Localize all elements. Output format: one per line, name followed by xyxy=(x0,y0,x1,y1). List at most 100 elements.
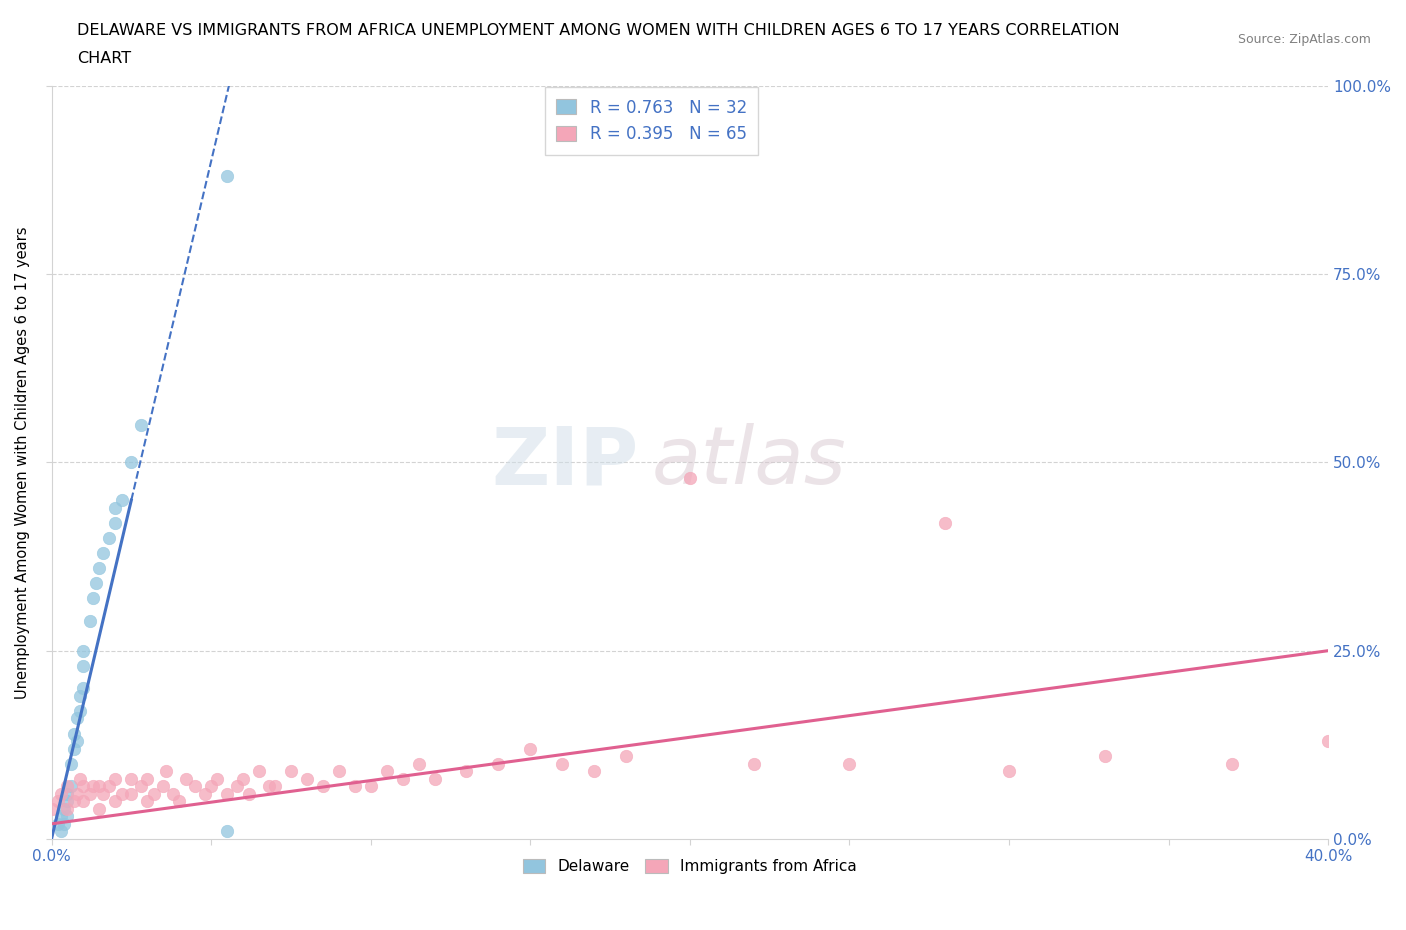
Point xyxy=(679,470,702,485)
Point xyxy=(155,764,177,778)
Point xyxy=(328,764,350,778)
Point xyxy=(136,794,159,809)
Point xyxy=(343,778,366,793)
Point xyxy=(49,809,72,824)
Point xyxy=(72,658,94,673)
Point xyxy=(295,771,318,786)
Point xyxy=(98,778,121,793)
Point xyxy=(59,778,82,793)
Point xyxy=(184,778,207,793)
Point xyxy=(1317,734,1340,749)
Y-axis label: Unemployment Among Women with Children Ages 6 to 17 years: Unemployment Among Women with Children A… xyxy=(15,226,30,698)
Point xyxy=(72,644,94,658)
Point xyxy=(104,771,127,786)
Point xyxy=(49,786,72,801)
Point xyxy=(120,771,142,786)
Point xyxy=(120,455,142,470)
Point xyxy=(111,493,134,508)
Point xyxy=(174,771,197,786)
Point xyxy=(232,771,254,786)
Point xyxy=(257,778,280,793)
Point xyxy=(72,778,94,793)
Point xyxy=(486,756,509,771)
Point xyxy=(519,741,541,756)
Point xyxy=(129,778,152,793)
Point xyxy=(63,726,86,741)
Point xyxy=(456,764,478,778)
Point xyxy=(56,786,79,801)
Text: CHART: CHART xyxy=(77,51,131,66)
Point xyxy=(238,786,260,801)
Point xyxy=(167,794,190,809)
Point xyxy=(391,771,413,786)
Point xyxy=(91,545,114,560)
Point xyxy=(63,741,86,756)
Point xyxy=(200,778,222,793)
Text: ZIP: ZIP xyxy=(492,423,638,501)
Point xyxy=(998,764,1021,778)
Point xyxy=(82,591,104,605)
Point xyxy=(1094,749,1116,764)
Point xyxy=(207,771,229,786)
Point xyxy=(934,515,956,530)
Point xyxy=(56,802,79,817)
Point xyxy=(152,778,174,793)
Point xyxy=(312,778,335,793)
Point xyxy=(98,530,121,545)
Point xyxy=(215,824,238,839)
Point xyxy=(89,561,111,576)
Point xyxy=(423,771,446,786)
Text: Source: ZipAtlas.com: Source: ZipAtlas.com xyxy=(1237,33,1371,46)
Point xyxy=(104,500,127,515)
Point xyxy=(89,802,111,817)
Point xyxy=(84,576,107,591)
Point xyxy=(56,778,79,793)
Point xyxy=(89,778,111,793)
Point xyxy=(79,786,101,801)
Point xyxy=(69,771,91,786)
Point xyxy=(142,786,165,801)
Point xyxy=(104,794,127,809)
Point xyxy=(551,756,574,771)
Point xyxy=(56,794,79,809)
Point xyxy=(162,786,184,801)
Point xyxy=(264,778,287,793)
Point xyxy=(215,169,238,184)
Point xyxy=(53,802,76,817)
Point xyxy=(66,711,89,726)
Point xyxy=(46,794,69,809)
Point xyxy=(69,688,91,703)
Legend: Delaware, Immigrants from Africa: Delaware, Immigrants from Africa xyxy=(516,853,863,880)
Point xyxy=(120,786,142,801)
Point xyxy=(225,778,247,793)
Point xyxy=(66,786,89,801)
Point xyxy=(614,749,637,764)
Point xyxy=(79,613,101,628)
Text: atlas: atlas xyxy=(651,423,846,501)
Point xyxy=(46,817,69,831)
Point xyxy=(111,786,134,801)
Point xyxy=(104,515,127,530)
Point xyxy=(66,734,89,749)
Point xyxy=(72,794,94,809)
Text: DELAWARE VS IMMIGRANTS FROM AFRICA UNEMPLOYMENT AMONG WOMEN WITH CHILDREN AGES 6: DELAWARE VS IMMIGRANTS FROM AFRICA UNEMP… xyxy=(77,23,1121,38)
Point xyxy=(360,778,382,793)
Point xyxy=(69,703,91,718)
Point xyxy=(91,786,114,801)
Point xyxy=(247,764,270,778)
Point xyxy=(742,756,765,771)
Point xyxy=(194,786,217,801)
Point xyxy=(59,756,82,771)
Point xyxy=(136,771,159,786)
Point xyxy=(49,824,72,839)
Point xyxy=(53,817,76,831)
Point xyxy=(838,756,860,771)
Point xyxy=(583,764,606,778)
Point xyxy=(72,681,94,696)
Point xyxy=(215,786,238,801)
Point xyxy=(280,764,302,778)
Point xyxy=(63,794,86,809)
Point xyxy=(129,418,152,432)
Point xyxy=(408,756,430,771)
Point xyxy=(56,809,79,824)
